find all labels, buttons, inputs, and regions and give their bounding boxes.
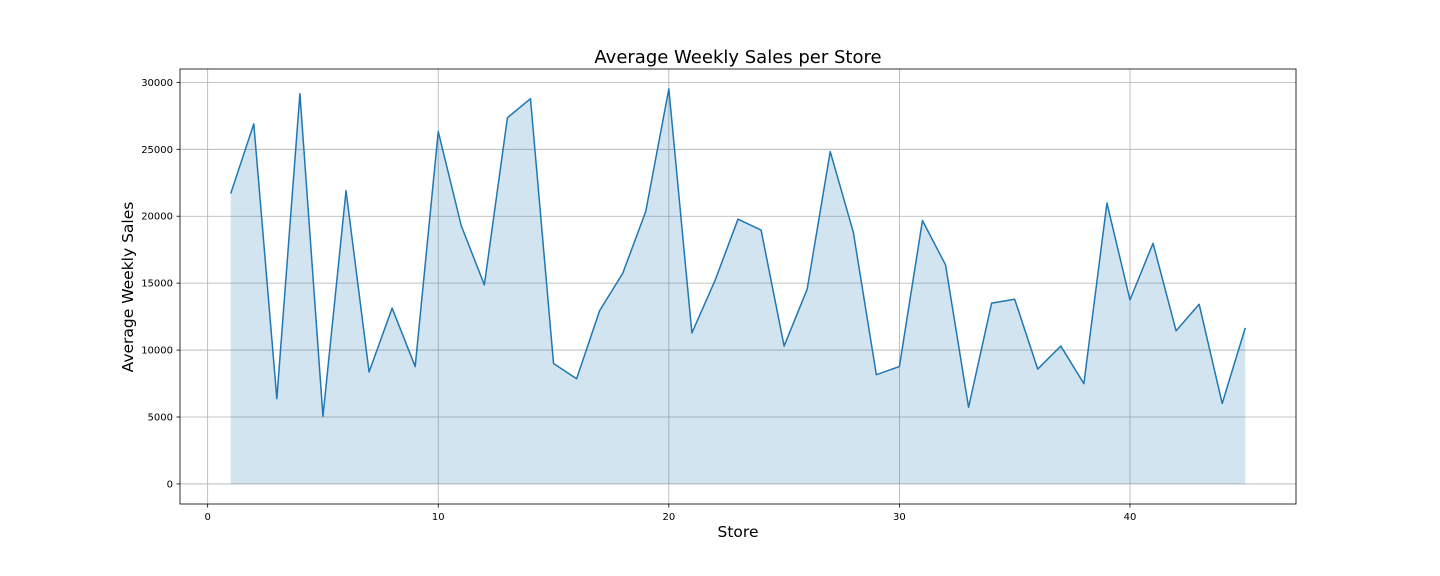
sales-area-fill bbox=[230, 88, 1246, 484]
y-tick-label: 30000 bbox=[141, 78, 173, 89]
chart-title: Average Weekly Sales per Store bbox=[594, 47, 881, 68]
y-tick-label: 25000 bbox=[141, 145, 173, 156]
y-axis-label: Average Weekly Sales bbox=[119, 202, 137, 373]
x-tick-label: 10 bbox=[432, 512, 445, 523]
x-axis-label: Store bbox=[718, 523, 759, 541]
y-tick-label: 15000 bbox=[141, 279, 173, 290]
x-tick-label: 40 bbox=[1124, 512, 1137, 523]
x-tick-label: 0 bbox=[204, 512, 210, 523]
plot-area bbox=[230, 88, 1246, 484]
plot-frame bbox=[179, 68, 1297, 505]
y-tick-label: 20000 bbox=[141, 212, 173, 223]
ticks: 0 10 20 30 40 0 5000 10000 15000 20000 25000 30000 bbox=[141, 78, 1136, 523]
y-tick-label: 0 bbox=[167, 479, 173, 490]
y-tick-label: 5000 bbox=[148, 413, 173, 424]
y-tick-label: 10000 bbox=[141, 346, 173, 357]
x-tick-label: 30 bbox=[893, 512, 906, 523]
x-tick-label: 20 bbox=[662, 512, 675, 523]
